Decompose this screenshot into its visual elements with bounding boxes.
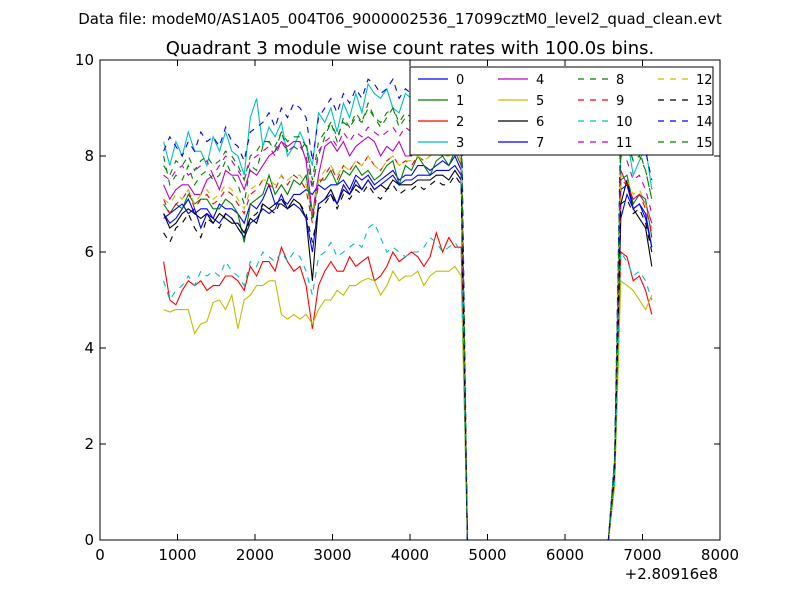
y-tick-label: 2 xyxy=(84,435,94,453)
series-line-9 xyxy=(163,145,653,541)
legend-label-10: 10 xyxy=(616,115,633,130)
legend-label-14: 14 xyxy=(696,115,713,130)
series-line-1 xyxy=(163,149,653,541)
chart-title: Quadrant 3 module wise count rates with … xyxy=(166,38,655,59)
series-line-10 xyxy=(163,222,653,541)
legend-label-7: 7 xyxy=(536,136,544,151)
legend-label-8: 8 xyxy=(616,73,624,88)
series-line-4 xyxy=(163,130,653,541)
suptitle: Data file: modeM0/AS1A05_004T06_90000025… xyxy=(78,10,722,29)
x-offset-label: +2.80916e8 xyxy=(625,565,718,583)
legend-label-5: 5 xyxy=(536,94,544,109)
y-tick-label: 10 xyxy=(75,51,94,69)
legend-label-15: 15 xyxy=(696,136,713,151)
x-tick-label: 1000 xyxy=(158,546,196,564)
series-line-12 xyxy=(163,145,653,541)
legend-label-1: 1 xyxy=(456,94,464,109)
x-tick-label: 6000 xyxy=(546,546,584,564)
x-tick-label: 0 xyxy=(95,546,105,564)
y-tick-label: 6 xyxy=(84,243,94,261)
x-tick-label: 5000 xyxy=(468,546,506,564)
legend-label-13: 13 xyxy=(696,94,713,109)
x-tick-label: 8000 xyxy=(701,546,739,564)
legend-frame xyxy=(409,66,714,156)
x-tick-label: 7000 xyxy=(623,546,661,564)
legend-label-12: 12 xyxy=(696,73,713,88)
series-line-11 xyxy=(163,116,653,541)
series-line-7 xyxy=(163,164,653,541)
series-line-2 xyxy=(163,230,653,541)
series-line-6 xyxy=(163,169,653,541)
series-line-0 xyxy=(163,154,653,541)
y-tick-label: 0 xyxy=(84,531,94,549)
x-tick-label: 4000 xyxy=(391,546,429,564)
series-line-13 xyxy=(163,174,653,541)
legend-label-6: 6 xyxy=(536,115,544,130)
y-tick-label: 8 xyxy=(84,147,94,165)
x-tick-label: 2000 xyxy=(236,546,274,564)
legend-label-3: 3 xyxy=(456,136,464,151)
legend-label-9: 9 xyxy=(616,94,624,109)
legend-label-4: 4 xyxy=(536,73,544,88)
series-line-5 xyxy=(163,265,653,541)
legend-label-0: 0 xyxy=(456,73,464,88)
y-tick-label: 4 xyxy=(84,339,94,357)
series-line-15 xyxy=(163,97,653,541)
legend-label-2: 2 xyxy=(456,115,464,130)
legend-label-11: 11 xyxy=(616,136,633,151)
x-tick-label: 3000 xyxy=(313,546,351,564)
